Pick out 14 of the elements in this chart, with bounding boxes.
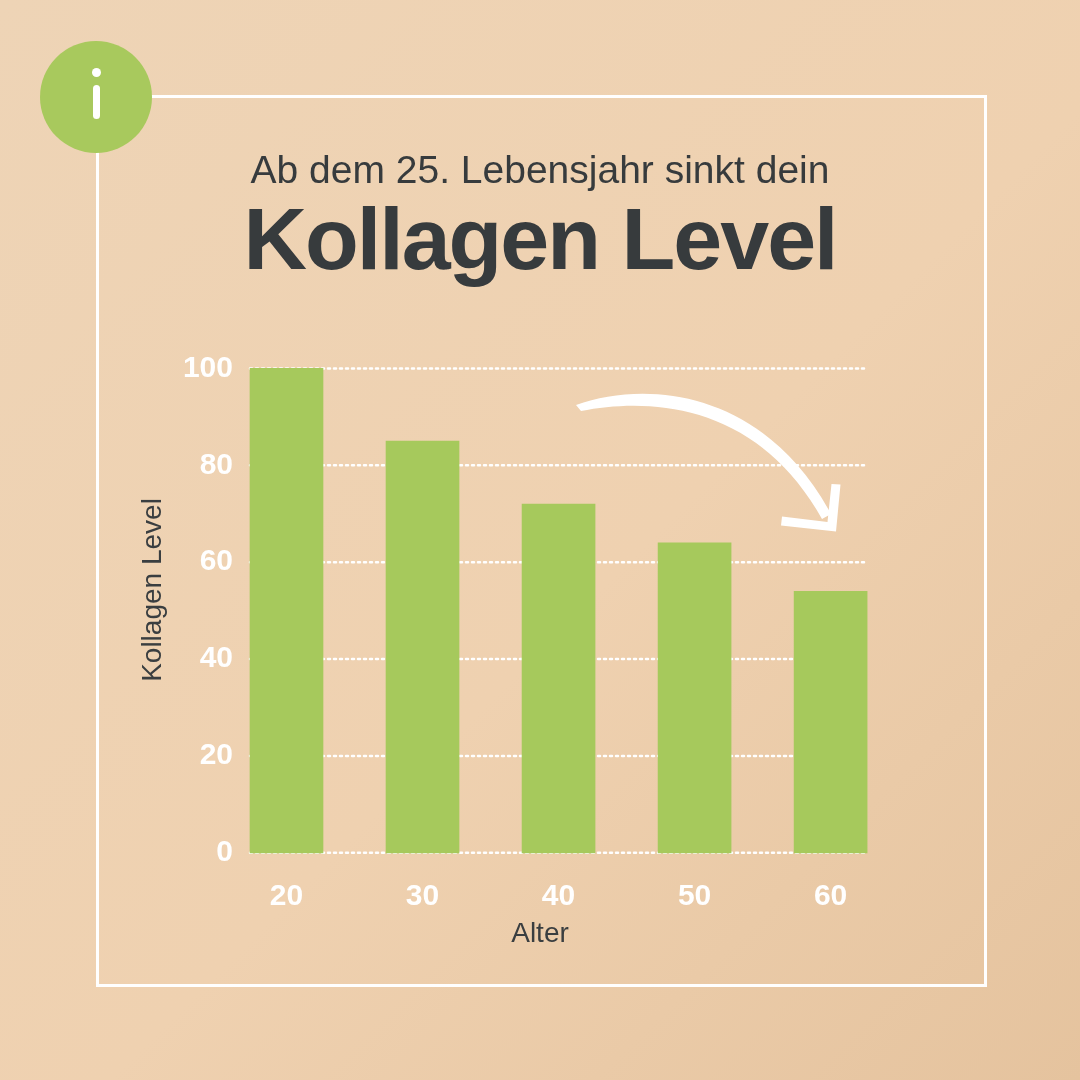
y-tick-label: 80 <box>199 446 233 480</box>
x-tick-label: 40 <box>541 878 576 912</box>
y-tick-label: 0 <box>216 834 233 868</box>
y-tick-label: 40 <box>199 640 233 674</box>
chart-title: Ab dem 25. Lebensjahr sinkt dein <box>249 148 831 191</box>
x-tick-label: 50 <box>677 878 712 912</box>
x-tick-label: 60 <box>813 878 848 912</box>
y-tick-label: 100 <box>182 349 233 383</box>
y-tick-label: 20 <box>199 737 233 771</box>
x-axis-title: Alter <box>511 916 569 948</box>
y-axis-title: Kollagen Level <box>135 498 167 682</box>
x-tick-label: 20 <box>269 878 304 912</box>
x-tick-label: 30 <box>405 878 440 912</box>
y-tick-label: 60 <box>199 543 233 577</box>
